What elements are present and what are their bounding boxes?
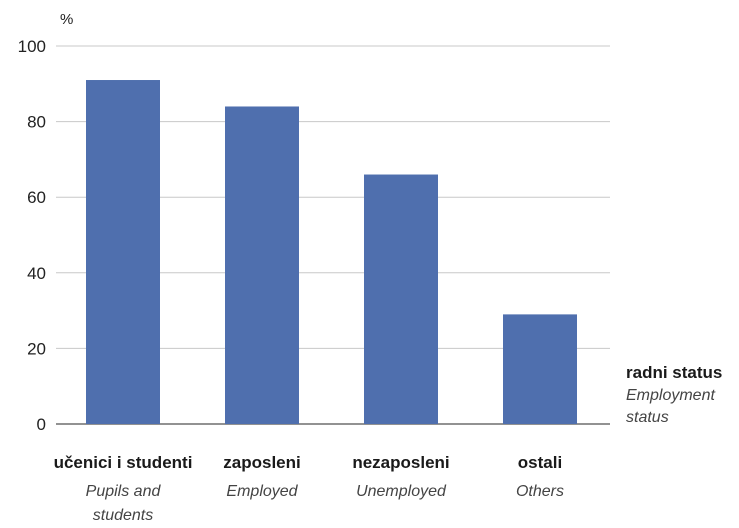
y-tick-label: 100 [18, 37, 46, 56]
x-axis-title-sub: Employment [626, 387, 715, 404]
bar [86, 80, 160, 425]
y-axis: 0 20 40 60 80 100 [18, 37, 46, 434]
x-category-sublabel: Unemployed [356, 483, 447, 500]
bar [503, 314, 577, 424]
y-tick-label: 60 [27, 188, 46, 207]
x-category-label: učenici i studenti [54, 453, 193, 472]
y-tick-label: 20 [27, 339, 46, 358]
x-category-sublabel: Others [516, 483, 564, 500]
x-axis-title: radni status Employment status [626, 363, 722, 426]
bars [86, 80, 577, 425]
y-axis-unit-label: % [60, 11, 73, 28]
x-category-label: ostali [518, 453, 562, 472]
x-axis-title-main: radni status [626, 363, 722, 382]
x-category-label: nezaposleni [352, 453, 449, 472]
bar [364, 174, 438, 424]
x-category-sublabel: Pupils and [86, 483, 162, 500]
x-category-sublabel: students [93, 507, 153, 524]
x-category-sublabel: Employed [226, 483, 298, 500]
y-tick-label: 80 [27, 113, 46, 132]
y-tick-label: 0 [37, 415, 46, 434]
x-category-labels: učenici i studenti Pupils and students zapo… [54, 453, 564, 524]
x-category-label: zaposleni [223, 453, 300, 472]
y-tick-label: 40 [27, 264, 46, 283]
bar [225, 106, 299, 424]
x-axis-title-sub: status [626, 409, 669, 426]
